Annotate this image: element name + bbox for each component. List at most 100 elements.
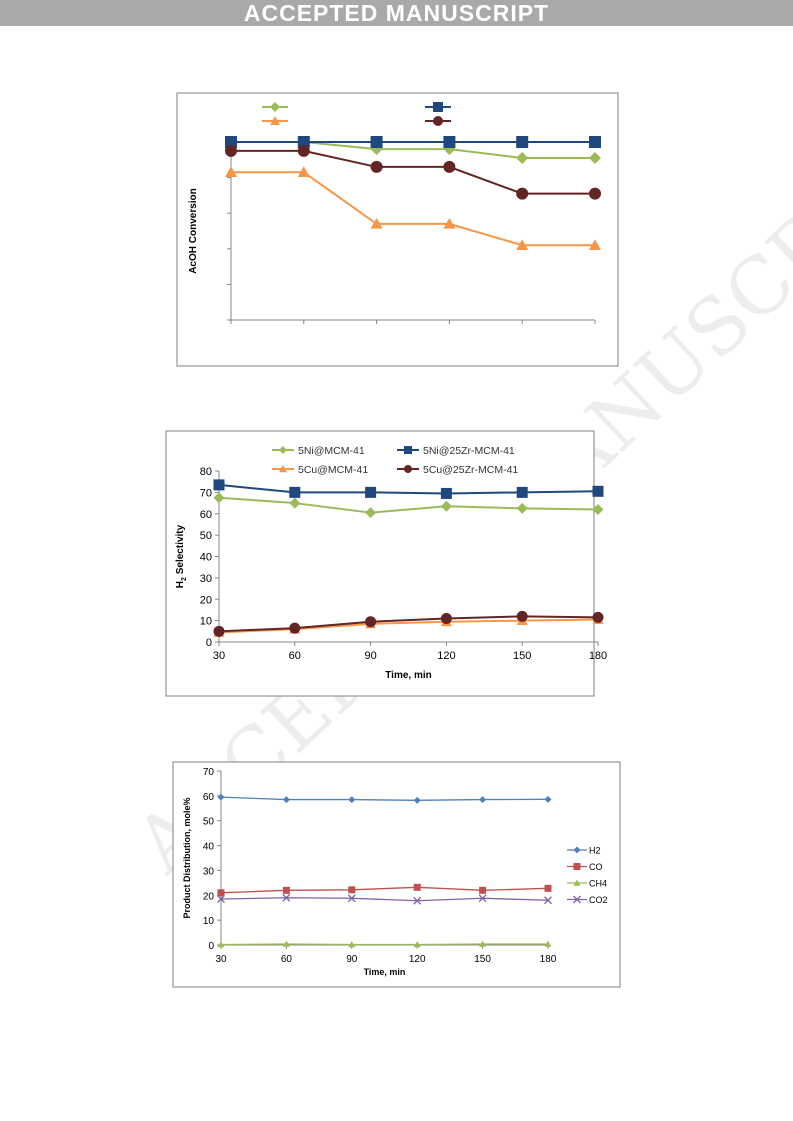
chart-1-series-3 [225,166,601,251]
y-tick-label: 20 [203,891,215,902]
y-tick-label: 10 [203,916,215,927]
data-point [544,795,552,803]
data-point [592,611,604,623]
y-tick-label: 50 [203,817,215,828]
chart-3-series-1 [217,793,552,804]
data-point [297,144,310,157]
series-line [231,149,595,195]
chart-3-series-2 [217,883,552,897]
legend-marker [404,465,412,473]
legend-marker [573,863,581,870]
data-point [213,492,225,504]
chart-2-legend-entry-1: 5Ni@MCM-41 [272,445,365,457]
data-point [213,625,225,637]
legend-marker [433,102,443,112]
y-tick-label: 60 [203,792,215,803]
x-tick-label: 180 [540,954,557,965]
data-point [225,166,237,178]
accepted-manuscript-banner: ACCEPTED MANUSCRIPT [0,0,793,26]
data-point [217,941,225,948]
x-tick-label: 60 [281,954,293,965]
x-tick-label: 150 [474,954,491,965]
data-point [592,503,604,515]
data-point [589,152,601,165]
data-point [370,217,383,229]
legend-marker [573,879,581,886]
series-line [218,483,599,495]
data-point [217,793,225,801]
chart-1-y-axis-title: AcOH Conversion [188,188,199,274]
data-point [225,136,237,148]
chart-2-x-axis-title: Time, min [385,670,432,681]
data-point [516,486,528,498]
chart-3: 0 10 20 30 40 50 60 70 30 60 90 120 150 180 Product Di… [172,761,621,988]
legend-label: 5Ni@25Zr-MCM-41 [423,445,515,457]
data-point [365,486,377,498]
data-point [282,886,290,894]
data-point [370,160,383,173]
data-point [217,895,225,903]
chart-2-legend-entry-2: 5Ni@25Zr-MCM-41 [397,445,515,457]
x-tick-label: 90 [346,954,358,965]
data-point [413,941,421,948]
chart-2-series-1 [213,492,604,519]
series-line [220,886,549,894]
y-tick-label: 0 [206,637,212,649]
x-tick-label: 30 [213,650,225,662]
chart-3-series-3 [217,940,552,948]
data-point [347,894,356,903]
data-point [348,796,356,804]
x-tick-label: 150 [513,650,531,662]
legend-label: 5Cu@25Zr-MCM-41 [423,464,518,476]
chart-2-legend-entry-3: 5Cu@MCM-41 [272,464,368,476]
data-point [348,886,356,894]
data-point [516,152,529,165]
chart-3-legend-entry-3: CH4 [567,879,607,889]
data-point [440,612,452,624]
y-tick-label: 60 [200,509,212,521]
data-point [516,610,528,622]
legend-label: H2 [589,846,601,856]
y-tick-label: 10 [200,616,212,628]
chart-1-frame [176,92,619,367]
chart-3-x-axis-title: Time, min [364,967,406,977]
series-line [220,796,549,801]
data-point [213,479,225,491]
x-tick-label: 30 [215,954,227,965]
data-point [365,616,377,628]
chart-3-legend-entry-2: CO [567,862,603,872]
data-point [289,497,301,509]
chart-2-frame [165,430,595,697]
legend-marker [404,446,412,454]
data-point [217,889,225,897]
data-point [479,796,487,804]
data-point [544,884,552,892]
data-point [225,144,237,157]
legend-marker [573,895,581,904]
series-line [231,171,595,247]
y-tick-label: 40 [200,552,212,564]
chart-2-y-axis-title: H2 Selectivity [175,524,188,588]
legend-label: CH4 [589,879,607,889]
data-point [443,217,456,229]
data-point [365,507,377,519]
legend-marker [279,465,287,473]
chart-1-legend-entry-3 [262,116,288,125]
chart-1-legend-entry-1 [262,102,288,112]
y-tick-label: 70 [200,487,212,499]
data-point [413,896,422,905]
legend-marker [270,116,280,125]
data-point [544,896,552,905]
x-tick-label: 60 [289,650,301,662]
data-point [589,187,601,200]
chart-2: 0 10 20 30 40 50 60 70 80 30 60 90 120 150 180 H2 Selec… [165,430,607,697]
data-point [589,136,601,148]
series-line [218,496,599,514]
legend-label: CO2 [589,895,608,905]
chart-2-legend-entry-4: 5Cu@25Zr-MCM-41 [397,464,518,476]
data-point [413,883,421,891]
chart-2-series-4 [213,610,604,637]
chart-3-y-axis-title: Product Distribution, mole% [182,797,192,918]
legend-label: 5Cu@MCM-41 [298,464,368,476]
